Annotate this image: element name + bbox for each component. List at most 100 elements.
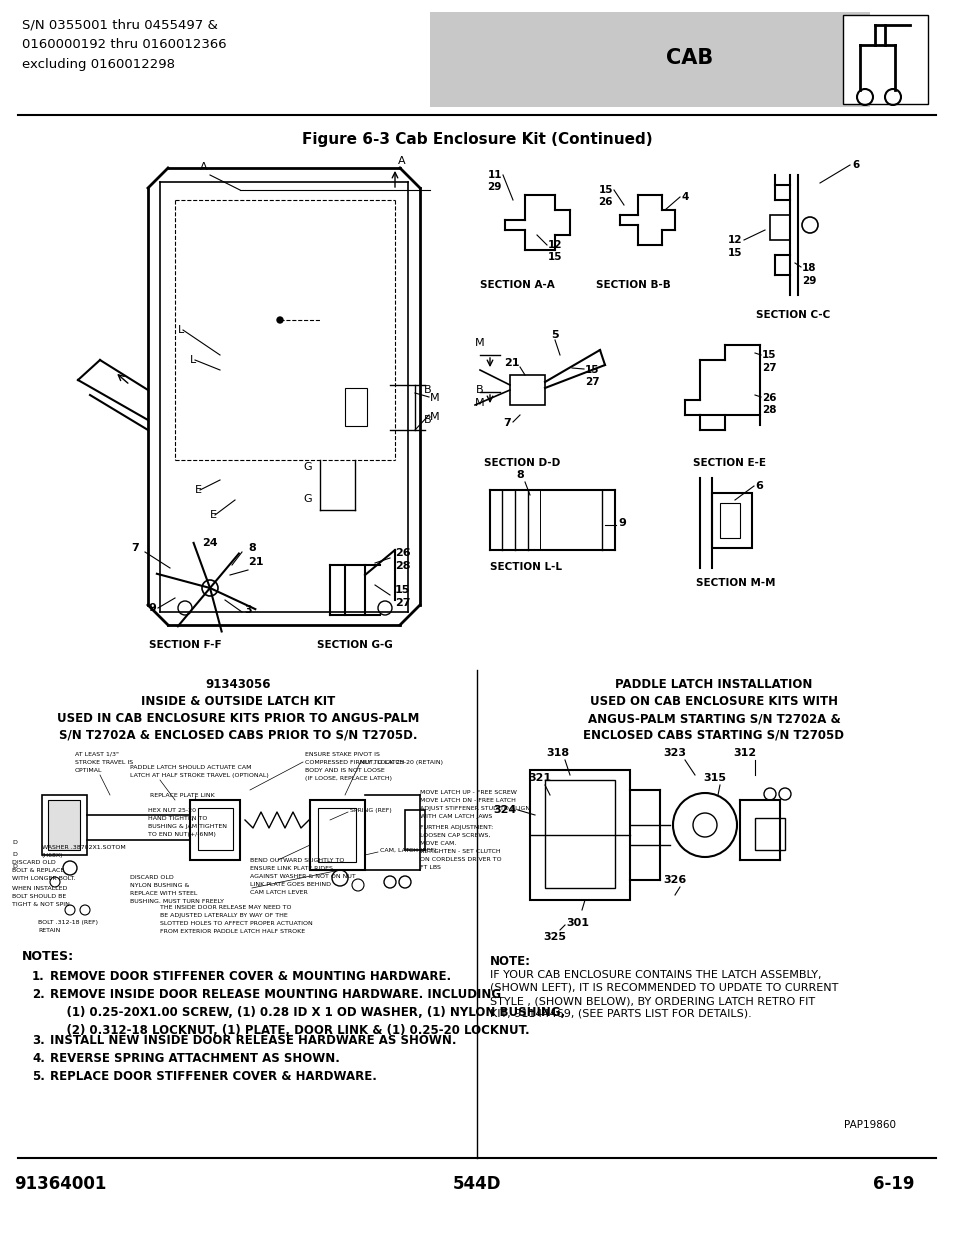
Text: BOLT SHOULD BE: BOLT SHOULD BE — [12, 894, 66, 899]
Text: 6: 6 — [754, 480, 762, 492]
Text: L: L — [178, 325, 184, 335]
Text: REPLACE WITH STEEL: REPLACE WITH STEEL — [130, 890, 197, 897]
Text: 2.: 2. — [32, 988, 45, 1002]
Text: 4.: 4. — [32, 1052, 45, 1065]
Text: 15: 15 — [727, 248, 741, 258]
Text: 3: 3 — [244, 605, 252, 615]
Text: 315: 315 — [702, 773, 726, 783]
Text: LATCH AT HALF STROKE TRAVEL (OPTIONAL): LATCH AT HALF STROKE TRAVEL (OPTIONAL) — [130, 773, 269, 778]
Text: REVERSE SPRING ATTACHMENT AS SHOWN.: REVERSE SPRING ATTACHMENT AS SHOWN. — [50, 1052, 339, 1065]
Text: Figure 6-3 Cab Enclosure Kit (Continued): Figure 6-3 Cab Enclosure Kit (Continued) — [301, 132, 652, 147]
Text: SECTION G-G: SECTION G-G — [316, 640, 393, 650]
Text: 26: 26 — [598, 198, 613, 207]
Text: 15: 15 — [547, 252, 562, 262]
Text: G: G — [303, 462, 312, 472]
Text: 18: 18 — [801, 263, 816, 273]
Text: 6-19: 6-19 — [872, 1174, 914, 1193]
Text: 12: 12 — [547, 240, 562, 249]
Text: A: A — [200, 162, 208, 172]
Text: 544D: 544D — [453, 1174, 500, 1193]
Text: RETAIN: RETAIN — [38, 927, 60, 932]
Text: PAP19860: PAP19860 — [843, 1120, 895, 1130]
Text: MOVE LATCH UP - FREE SCREW: MOVE LATCH UP - FREE SCREW — [419, 790, 517, 795]
Text: 3.: 3. — [32, 1034, 45, 1047]
Text: FT LBS: FT LBS — [419, 864, 440, 869]
Text: BE ADJUSTED LATERALLY BY WAY OF THE: BE ADJUSTED LATERALLY BY WAY OF THE — [160, 913, 288, 918]
Text: L: L — [190, 354, 196, 366]
Bar — [769, 215, 789, 240]
Text: FURTHER ADJUSTMENT:: FURTHER ADJUSTMENT: — [419, 825, 493, 830]
Text: SLOTTED HOLES TO AFFECT PROPER ACTUATION: SLOTTED HOLES TO AFFECT PROPER ACTUATION — [160, 921, 313, 926]
Text: PADDLE LATCH INSTALLATION: PADDLE LATCH INSTALLATION — [615, 678, 812, 692]
Text: FROM EXTERIOR PADDLE LATCH HALF STROKE: FROM EXTERIOR PADDLE LATCH HALF STROKE — [160, 929, 305, 934]
Bar — [317, 808, 355, 862]
Text: INSIDE & OUTSIDE LATCH KIT: INSIDE & OUTSIDE LATCH KIT — [141, 695, 335, 708]
Text: CAB: CAB — [666, 48, 713, 68]
Text: SECTION M-M: SECTION M-M — [696, 578, 775, 588]
Text: HEX NUT 25-20: HEX NUT 25-20 — [148, 808, 195, 813]
Text: 29: 29 — [801, 275, 816, 287]
Text: COMPRESSED FIRMLY TO LATCH: COMPRESSED FIRMLY TO LATCH — [305, 760, 404, 764]
Text: 28: 28 — [395, 561, 410, 571]
Text: 325: 325 — [543, 932, 566, 942]
Text: ENCLOSED CABS STARTING S/N T2705D: ENCLOSED CABS STARTING S/N T2705D — [583, 729, 843, 742]
Text: 1.: 1. — [32, 969, 45, 983]
Text: MOVE LATCH DN - FREE LATCH: MOVE LATCH DN - FREE LATCH — [419, 798, 516, 803]
Text: ANGUS-PALM STARTING S/N T2702A &: ANGUS-PALM STARTING S/N T2702A & — [587, 713, 840, 725]
Bar — [198, 808, 233, 850]
Text: 7: 7 — [131, 543, 139, 553]
Bar — [510, 375, 544, 405]
Text: 8: 8 — [248, 543, 255, 553]
Text: NYLON BUSHING &: NYLON BUSHING & — [130, 883, 190, 888]
Text: M: M — [475, 338, 484, 348]
Text: SPRING (REF): SPRING (REF) — [350, 808, 392, 813]
Text: E: E — [210, 510, 216, 520]
Text: 0160000192 thru 0160012366: 0160000192 thru 0160012366 — [22, 38, 227, 51]
Text: 28: 28 — [761, 405, 776, 415]
Text: E: E — [194, 485, 202, 495]
Bar — [842, 15, 927, 104]
Text: SECTION A-A: SECTION A-A — [479, 280, 554, 290]
Text: LINK PLATE GOES BEHIND: LINK PLATE GOES BEHIND — [250, 882, 331, 887]
Text: 4: 4 — [681, 191, 689, 203]
Text: 321: 321 — [528, 773, 551, 783]
Text: 312: 312 — [733, 748, 756, 758]
Text: USED ON CAB ENCLOSURE KITS WITH: USED ON CAB ENCLOSURE KITS WITH — [589, 695, 837, 708]
Text: SECTION L-L: SECTION L-L — [490, 562, 561, 572]
Text: THE INSIDE DOOR RELEASE MAY NEED TO: THE INSIDE DOOR RELEASE MAY NEED TO — [160, 905, 292, 910]
Text: 5: 5 — [551, 330, 558, 340]
Bar — [754, 818, 784, 850]
Text: 91364001: 91364001 — [13, 1174, 106, 1193]
Text: 9: 9 — [618, 517, 625, 529]
Text: LOOSEN CAP SCREWS,: LOOSEN CAP SCREWS, — [419, 832, 490, 839]
Text: 12: 12 — [727, 235, 741, 245]
Text: HAND TIGHTEN TO: HAND TIGHTEN TO — [148, 816, 207, 821]
Bar — [720, 503, 740, 538]
Text: 7: 7 — [502, 417, 511, 429]
Bar — [190, 800, 240, 860]
Text: BEND OUTWARD SLIGHTLY TO: BEND OUTWARD SLIGHTLY TO — [250, 858, 344, 863]
Text: 323: 323 — [662, 748, 686, 758]
Text: 15: 15 — [598, 185, 613, 195]
Text: 318: 318 — [546, 748, 569, 758]
Text: 21: 21 — [504, 358, 519, 368]
Text: A: A — [397, 156, 405, 165]
Bar — [42, 795, 87, 855]
Bar — [48, 800, 80, 850]
Text: SECTION F-F: SECTION F-F — [149, 640, 221, 650]
Text: (SHOWN LEFT), IT IS RECOMMENDED TO UPDATE TO CURRENT: (SHOWN LEFT), IT IS RECOMMENDED TO UPDAT… — [490, 983, 838, 993]
Text: AGAINST WASHER & NOT ON NUT: AGAINST WASHER & NOT ON NUT — [250, 874, 355, 879]
Text: KIT, 91144469, (SEE PARTS LIST FOR DETAILS).: KIT, 91144469, (SEE PARTS LIST FOR DETAI… — [490, 1009, 751, 1019]
Text: ENSURE STAKE PIVOT IS: ENSURE STAKE PIVOT IS — [305, 752, 379, 757]
Text: REMOVE DOOR STIFFENER COVER & MOUNTING HARDWARE.: REMOVE DOOR STIFFENER COVER & MOUNTING H… — [50, 969, 451, 983]
Text: DISCARD OLD: DISCARD OLD — [12, 860, 55, 864]
Text: ADJUST STIFFENER STUD TO ALIGN: ADJUST STIFFENER STUD TO ALIGN — [419, 806, 530, 811]
Text: SECTION B-B: SECTION B-B — [595, 280, 670, 290]
Text: G: G — [303, 494, 312, 504]
Text: ON CORDLESS DRIVER TO: ON CORDLESS DRIVER TO — [419, 857, 501, 862]
Text: 8: 8 — [516, 471, 523, 480]
Text: WITH CAM LATCH JAWS: WITH CAM LATCH JAWS — [419, 814, 492, 819]
Text: D: D — [12, 840, 17, 845]
Text: 11: 11 — [487, 170, 501, 180]
Text: 301: 301 — [566, 918, 589, 927]
